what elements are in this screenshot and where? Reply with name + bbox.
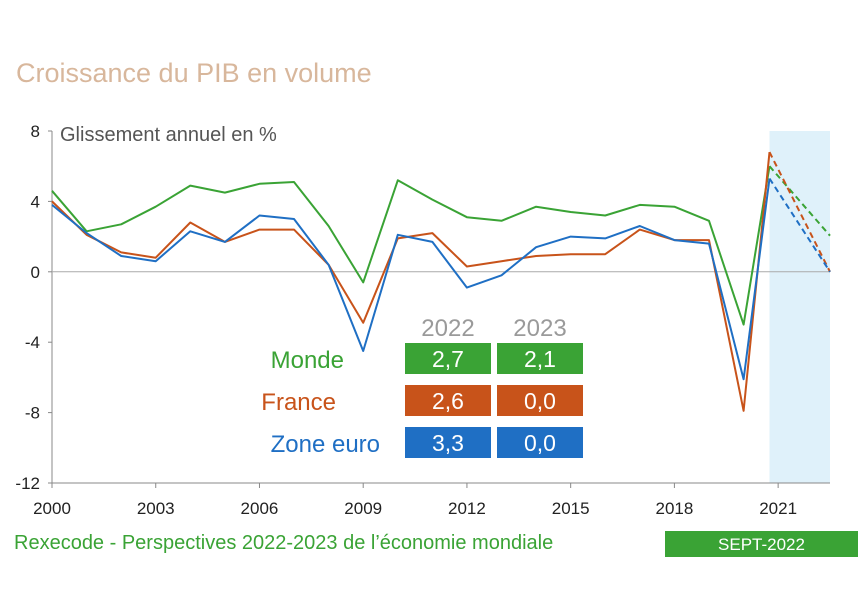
x-tick-label: 2021 [759,499,797,518]
forecast-band [769,131,830,483]
legend-label-monde: Monde [271,347,344,374]
x-tick-label: 2012 [448,499,486,518]
series-forecast-france [768,151,831,273]
y-tick-label: 0 [31,263,40,282]
value-label-monde: 2,1 [524,346,556,372]
series-forecast-monde [768,165,831,237]
value-box-france [497,385,583,416]
x-tick-label: 2006 [241,499,279,518]
value-box-france [405,385,491,416]
value-box-monde [405,343,491,374]
y-tick-label: -12 [15,474,40,493]
value-label-zone_euro: 3,3 [432,430,464,456]
value-box-zone_euro [497,427,583,458]
y-tick-label: -8 [25,404,40,423]
y-tick-label: 4 [31,192,40,211]
value-label-france: 2,6 [432,388,464,414]
table-year-header: 2022 [421,315,474,342]
series-line-zone_euro [51,178,771,381]
series-line-france [51,152,771,412]
footer-source: Rexecode - Perspectives 2022-2023 de l’é… [14,532,554,554]
y-tick-label: 8 [31,122,40,141]
x-tick-label: 2015 [552,499,590,518]
series-line-monde [51,166,771,326]
value-label-france: 0,0 [524,388,556,414]
table-year-header: 2023 [513,315,566,342]
legend-label-zone_euro: Zone euro [271,431,380,458]
x-tick-label: 2009 [344,499,382,518]
y-axis-label: Glissement annuel en % [60,124,277,146]
footer-date-badge: SEPT-2022 [665,531,858,557]
x-tick-label: 2000 [33,499,71,518]
x-tick-label: 2003 [137,499,175,518]
x-tick-label: 2018 [655,499,693,518]
chart-title: Croissance du PIB en volume [16,58,372,88]
series-forecast-zone_euro [768,177,831,273]
chart-area: 8 4 0 -4 -8 -12 2000 2003 2006 2009 2012 2015 2018 20… [15,122,831,518]
value-box-monde [497,343,583,374]
value-box-zone_euro [405,427,491,458]
legend-label-france: France [261,389,336,416]
value-label-zone_euro: 0,0 [524,430,556,456]
y-tick-label: -4 [25,333,40,352]
value-label-monde: 2,7 [432,346,464,372]
